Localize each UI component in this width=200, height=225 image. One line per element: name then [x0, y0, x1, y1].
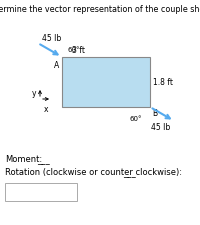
Text: x: x	[44, 105, 48, 113]
Text: 60°: 60°	[68, 47, 80, 53]
Text: ___: ___	[37, 155, 50, 164]
Text: A: A	[54, 61, 59, 70]
Text: B: B	[152, 108, 157, 117]
Text: 60°: 60°	[130, 115, 142, 122]
Text: 3 ft: 3 ft	[72, 46, 85, 55]
Text: 1.8 ft: 1.8 ft	[153, 78, 173, 87]
Text: 45 lb: 45 lb	[151, 122, 170, 131]
Text: Rotation (clockwise or counter clockwise):: Rotation (clockwise or counter clockwise…	[5, 167, 182, 176]
Text: y: y	[32, 89, 36, 98]
Text: 45 lb: 45 lb	[42, 34, 61, 43]
Bar	[62, 58, 150, 108]
Text: Moment:: Moment:	[5, 154, 42, 163]
Bar	[5, 183, 77, 201]
Text: ___: ___	[123, 168, 136, 177]
Text: Determine the vector representation of the couple shown: Determine the vector representation of t…	[0, 5, 200, 14]
